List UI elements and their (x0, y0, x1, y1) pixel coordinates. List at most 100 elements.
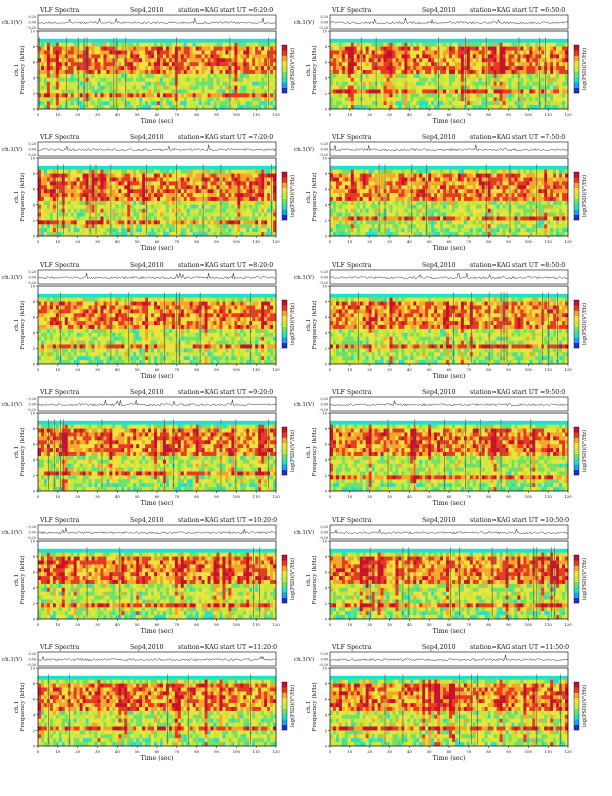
colorbar-label: log(PSD)(V²/Hz) (289, 175, 296, 217)
spectrogram-cell (467, 78, 470, 82)
spectrogram-cell (330, 39, 333, 43)
spectrogram-cell (506, 105, 509, 109)
spectrogram-cell (80, 185, 83, 189)
spectrogram-cell (339, 39, 342, 43)
spectrogram-cell (264, 62, 267, 66)
spectrogram-cell (550, 93, 553, 97)
spectrogram-cell (124, 197, 127, 201)
spectrogram-cell (205, 220, 208, 224)
spectrogram-cell (443, 62, 446, 66)
spectrogram-cell (413, 47, 416, 51)
spectrogram-cell (526, 90, 529, 94)
spectrogram-cell (136, 205, 139, 209)
spectrogram-cell (68, 58, 71, 62)
spectrogram-cell (199, 43, 202, 47)
spectrogram-cell (404, 90, 407, 94)
spectrogram-cell (345, 213, 348, 217)
spectrogram-cell (178, 82, 181, 86)
spectrogram-cell (80, 170, 83, 174)
spectrogram-cell (71, 86, 74, 90)
spectrogram-cell (228, 197, 231, 201)
spectrogram-cell (160, 197, 163, 201)
spectrogram-cell (199, 58, 202, 62)
spectrogram-cell (65, 197, 68, 201)
spectrogram-cell (407, 54, 410, 58)
spectrogram-cell (416, 82, 419, 86)
spectrogram-cell (225, 166, 228, 170)
spectrogram-cell (59, 217, 62, 221)
spectrogram-cell (330, 205, 333, 209)
spectrogram-cell (446, 47, 449, 51)
spectrogram-cell (59, 224, 62, 228)
spectrogram-cell (458, 62, 461, 66)
spectrogram-cell (363, 47, 366, 51)
spectrogram-cell (532, 78, 535, 82)
spectrogram-cell (541, 62, 544, 66)
spectrogram-cell (169, 78, 172, 82)
spectrogram-cell (214, 232, 217, 236)
spectrogram-cell (419, 43, 422, 47)
spectrogram-cell (342, 209, 345, 213)
spectrogram-cell (205, 70, 208, 74)
spectrogram-cell (252, 105, 255, 109)
spectrogram-cell (366, 201, 369, 205)
spectrogram-cell (511, 54, 514, 58)
spectrogram-cell (228, 166, 231, 170)
spectrogram-cell (345, 217, 348, 221)
spectrogram-cell (351, 82, 354, 86)
spectrogram-cell (205, 62, 208, 66)
spectrogram-cell (214, 193, 217, 197)
spectrogram-cell (240, 197, 243, 201)
spectrogram-cell (100, 51, 103, 55)
spectrogram-cell (228, 232, 231, 236)
spectrogram-cell (157, 47, 160, 51)
spectrogram-cell (500, 47, 503, 51)
spectrogram-cell (387, 39, 390, 43)
spectrogram-cell (535, 93, 538, 97)
spectrogram-cell (59, 205, 62, 209)
spectrogram-cell (509, 58, 512, 62)
spectrogram-cell (506, 43, 509, 47)
spectrogram-cell (187, 62, 190, 66)
spectrogram-cell (44, 51, 47, 55)
spectrogram-cell (336, 90, 339, 94)
spectrogram-cell (261, 201, 264, 205)
spectrogram-cell (83, 201, 86, 205)
spectrogram-cell (348, 170, 351, 174)
spectrogram-cell (500, 43, 503, 47)
spectrogram-cell (422, 58, 425, 62)
spectrogram-cell (139, 170, 142, 174)
spectrogram-cell (71, 224, 74, 228)
spectrogram-cell (127, 217, 130, 221)
spectrogram-cell (166, 185, 169, 189)
spectrogram-cell (482, 58, 485, 62)
spectrogram-cell (172, 66, 175, 70)
spectrogram-cell (190, 213, 193, 217)
spectrogram-cell (252, 93, 255, 97)
spectrogram-cell (261, 70, 264, 74)
spectrogram-cell (526, 86, 529, 90)
spectrogram-cell (53, 209, 56, 213)
spectrogram-cell (172, 97, 175, 101)
spectrogram-cell (109, 93, 112, 97)
spectrogram-cell (369, 209, 372, 213)
spectrogram-cell (550, 97, 553, 101)
spectrogram-cell (378, 47, 381, 51)
spectrogram-cell (381, 185, 384, 189)
spectrogram-cell (184, 213, 187, 217)
spectrogram-cell (243, 78, 246, 82)
spectrogram-cell (154, 224, 157, 228)
spectrogram-cell (154, 74, 157, 78)
spectrogram-cell (112, 193, 115, 197)
spectrogram-cell (336, 224, 339, 228)
spectrogram-cell (509, 62, 512, 66)
spectrogram-cell (398, 201, 401, 205)
spectrogram-cell (68, 181, 71, 185)
spectrogram-cell (431, 93, 434, 97)
spectrogram-cell (360, 193, 363, 197)
spectrogram-cell (98, 51, 101, 55)
spectrogram-cell (410, 43, 413, 47)
spectrogram-cell (148, 101, 151, 105)
spectrogram-cell (169, 174, 172, 178)
spectrogram-cell (199, 197, 202, 201)
